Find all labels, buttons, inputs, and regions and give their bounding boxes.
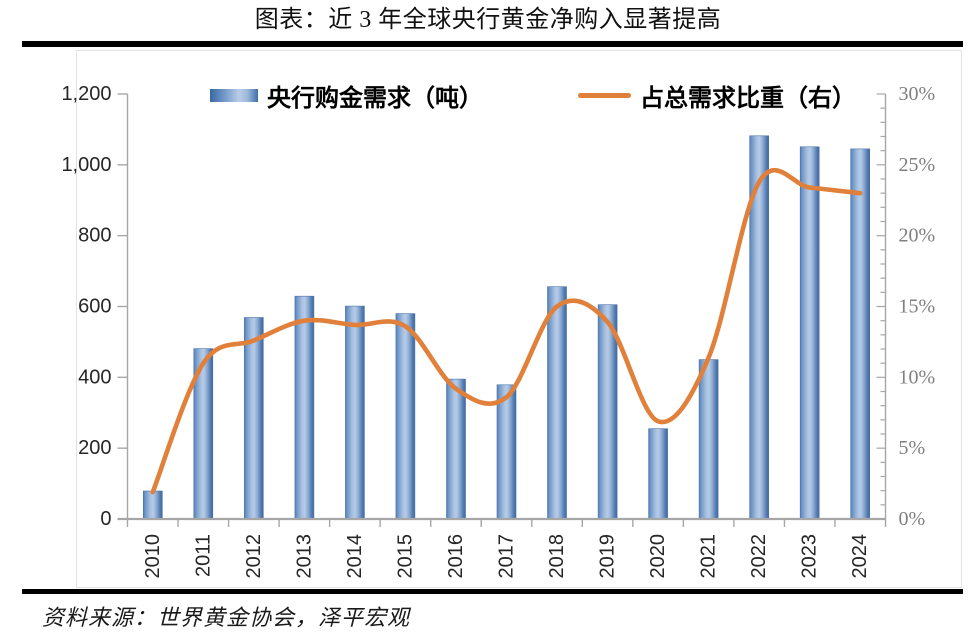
left-axis-label: 1,200 [61, 83, 111, 105]
left-axis-label: 0 [100, 508, 111, 530]
chart-title: 图表：近 3 年全球央行黄金净购入显著提高 [254, 7, 722, 33]
left-axis-label: 400 [78, 366, 111, 388]
x-axis-year-label: 2020 [647, 534, 669, 579]
x-axis-year-label: 2018 [546, 534, 568, 579]
left-axis-label: 1,000 [61, 154, 111, 176]
right-axis-label: 15% [899, 296, 936, 318]
top-divider-rule [22, 41, 963, 47]
bar-2016 [446, 378, 466, 520]
chart-legend: 央行购金需求（吨） 占总需求比重（右） [0, 79, 976, 112]
source-note: 资料来源：世界黄金协会，泽平宏观 [42, 605, 411, 630]
bar-2014 [345, 305, 365, 520]
right-axis-label: 30% [899, 83, 936, 105]
x-axis-year-label: 2015 [394, 534, 416, 579]
x-axis-year-label: 2016 [445, 534, 467, 579]
bar-2023 [799, 146, 820, 520]
legend-label-line-series: 占总需求比重（右） [640, 85, 856, 112]
left-axis-label: 200 [78, 437, 111, 459]
bar-2024 [850, 148, 871, 520]
bar-2021 [698, 359, 719, 520]
x-axis-year-label: 2014 [344, 534, 366, 579]
legend-label-bar-series: 央行购金需求（吨） [267, 85, 483, 112]
x-axis-year-label: 2024 [849, 534, 871, 579]
x-axis-year-label: 2022 [748, 534, 770, 579]
left-axis-label: 800 [78, 225, 111, 247]
bar-2012 [244, 317, 264, 520]
x-axis-year-label: 2013 [293, 534, 315, 579]
bar-2017 [496, 384, 517, 520]
x-axis-year-label: 2012 [243, 534, 265, 579]
left-axis-label: 600 [78, 296, 111, 318]
bar-series-swatch-icon [210, 88, 258, 102]
right-axis-label: 0% [899, 508, 926, 530]
x-axis-year-label: 2011 [192, 534, 214, 577]
bar-2018 [547, 286, 567, 520]
demand-share-line [150, 167, 863, 495]
right-axis-label: 5% [899, 437, 926, 459]
bar-2015 [395, 313, 416, 520]
bar-2020 [648, 428, 668, 520]
right-axis-label: 20% [899, 225, 936, 247]
right-axis-label: 10% [899, 366, 936, 388]
x-axis-year-label: 2021 [698, 534, 720, 579]
line-series-swatch-icon [578, 92, 631, 98]
right-axis-label: 25% [899, 154, 936, 176]
x-axis-year-label: 2017 [496, 534, 518, 579]
legend-item-bar-series: 央行购金需求（吨） [210, 79, 483, 112]
legend-item-line-series: 占总需求比重（右） [578, 79, 856, 112]
bar-2013 [294, 295, 315, 520]
x-axis-year-label: 2010 [142, 534, 164, 579]
bottom-divider-rule [22, 589, 963, 594]
x-axis-year-label: 2019 [597, 534, 619, 579]
bar-2010 [143, 490, 163, 520]
x-axis-year-label: 2023 [799, 534, 821, 579]
